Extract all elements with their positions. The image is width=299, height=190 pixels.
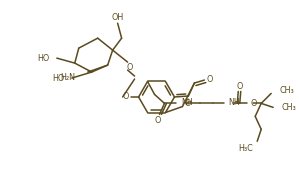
Text: H₃C: H₃C [239, 144, 253, 153]
Text: O: O [206, 74, 213, 84]
Text: HO: HO [53, 74, 65, 82]
Text: CH₃: CH₃ [279, 86, 294, 95]
Text: OH: OH [112, 13, 124, 22]
Text: O: O [250, 99, 257, 108]
Text: HO: HO [38, 54, 50, 63]
Text: O: O [154, 116, 161, 125]
Text: H₂N: H₂N [60, 73, 75, 82]
Text: NH: NH [181, 98, 193, 107]
Text: CH₃: CH₃ [281, 103, 296, 112]
Text: O: O [126, 63, 133, 72]
Text: NH: NH [228, 98, 240, 107]
Text: O: O [236, 82, 242, 91]
Text: O: O [122, 93, 129, 101]
Text: O: O [184, 99, 191, 108]
